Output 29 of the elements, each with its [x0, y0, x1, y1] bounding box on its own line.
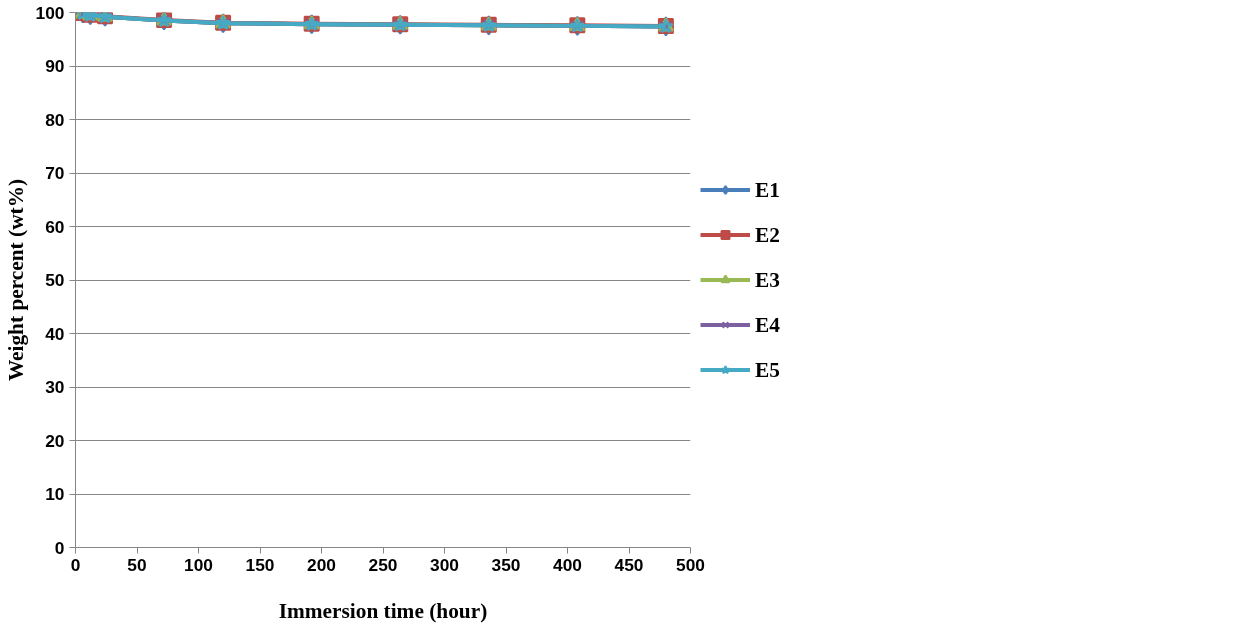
y-tick-label: 100	[35, 2, 65, 23]
y-tick-label: 30	[45, 377, 65, 397]
legend-label: E4	[755, 312, 780, 337]
y-tick-label: 50	[45, 270, 65, 290]
x-tick-label: 400	[553, 554, 582, 575]
x-tick-label: 0	[70, 554, 81, 575]
y-tick-label: 70	[45, 163, 65, 183]
y-tick-label: 20	[45, 430, 65, 451]
x-tick-label: 150	[245, 554, 275, 575]
y-axis-title: Weight percent (wt%)	[3, 178, 28, 382]
x-tick-label: 50	[127, 554, 147, 575]
y-tick-label: 0	[54, 537, 65, 558]
x-tick-label: 450	[614, 554, 644, 575]
x-tick-label: 250	[368, 554, 398, 575]
legend-label: E1	[755, 177, 780, 202]
x-axis-title: Immersion time (hour)	[278, 598, 488, 623]
y-tick-label: 10	[45, 484, 65, 504]
y-tick-label: 60	[45, 216, 65, 237]
x-tick-label: 300	[430, 554, 459, 575]
x-tick-label: 200	[307, 554, 336, 575]
x-tick-label: 500	[676, 554, 705, 575]
x-tick-label: 350	[491, 554, 521, 575]
legend-label: E3	[755, 267, 780, 292]
legend-label: E2	[755, 222, 780, 247]
y-tick-label: 40	[45, 323, 65, 344]
y-tick-label: 80	[45, 109, 65, 130]
legend-label: E5	[755, 357, 780, 382]
y-tick-label: 90	[45, 56, 65, 76]
x-tick-label: 100	[184, 554, 213, 575]
